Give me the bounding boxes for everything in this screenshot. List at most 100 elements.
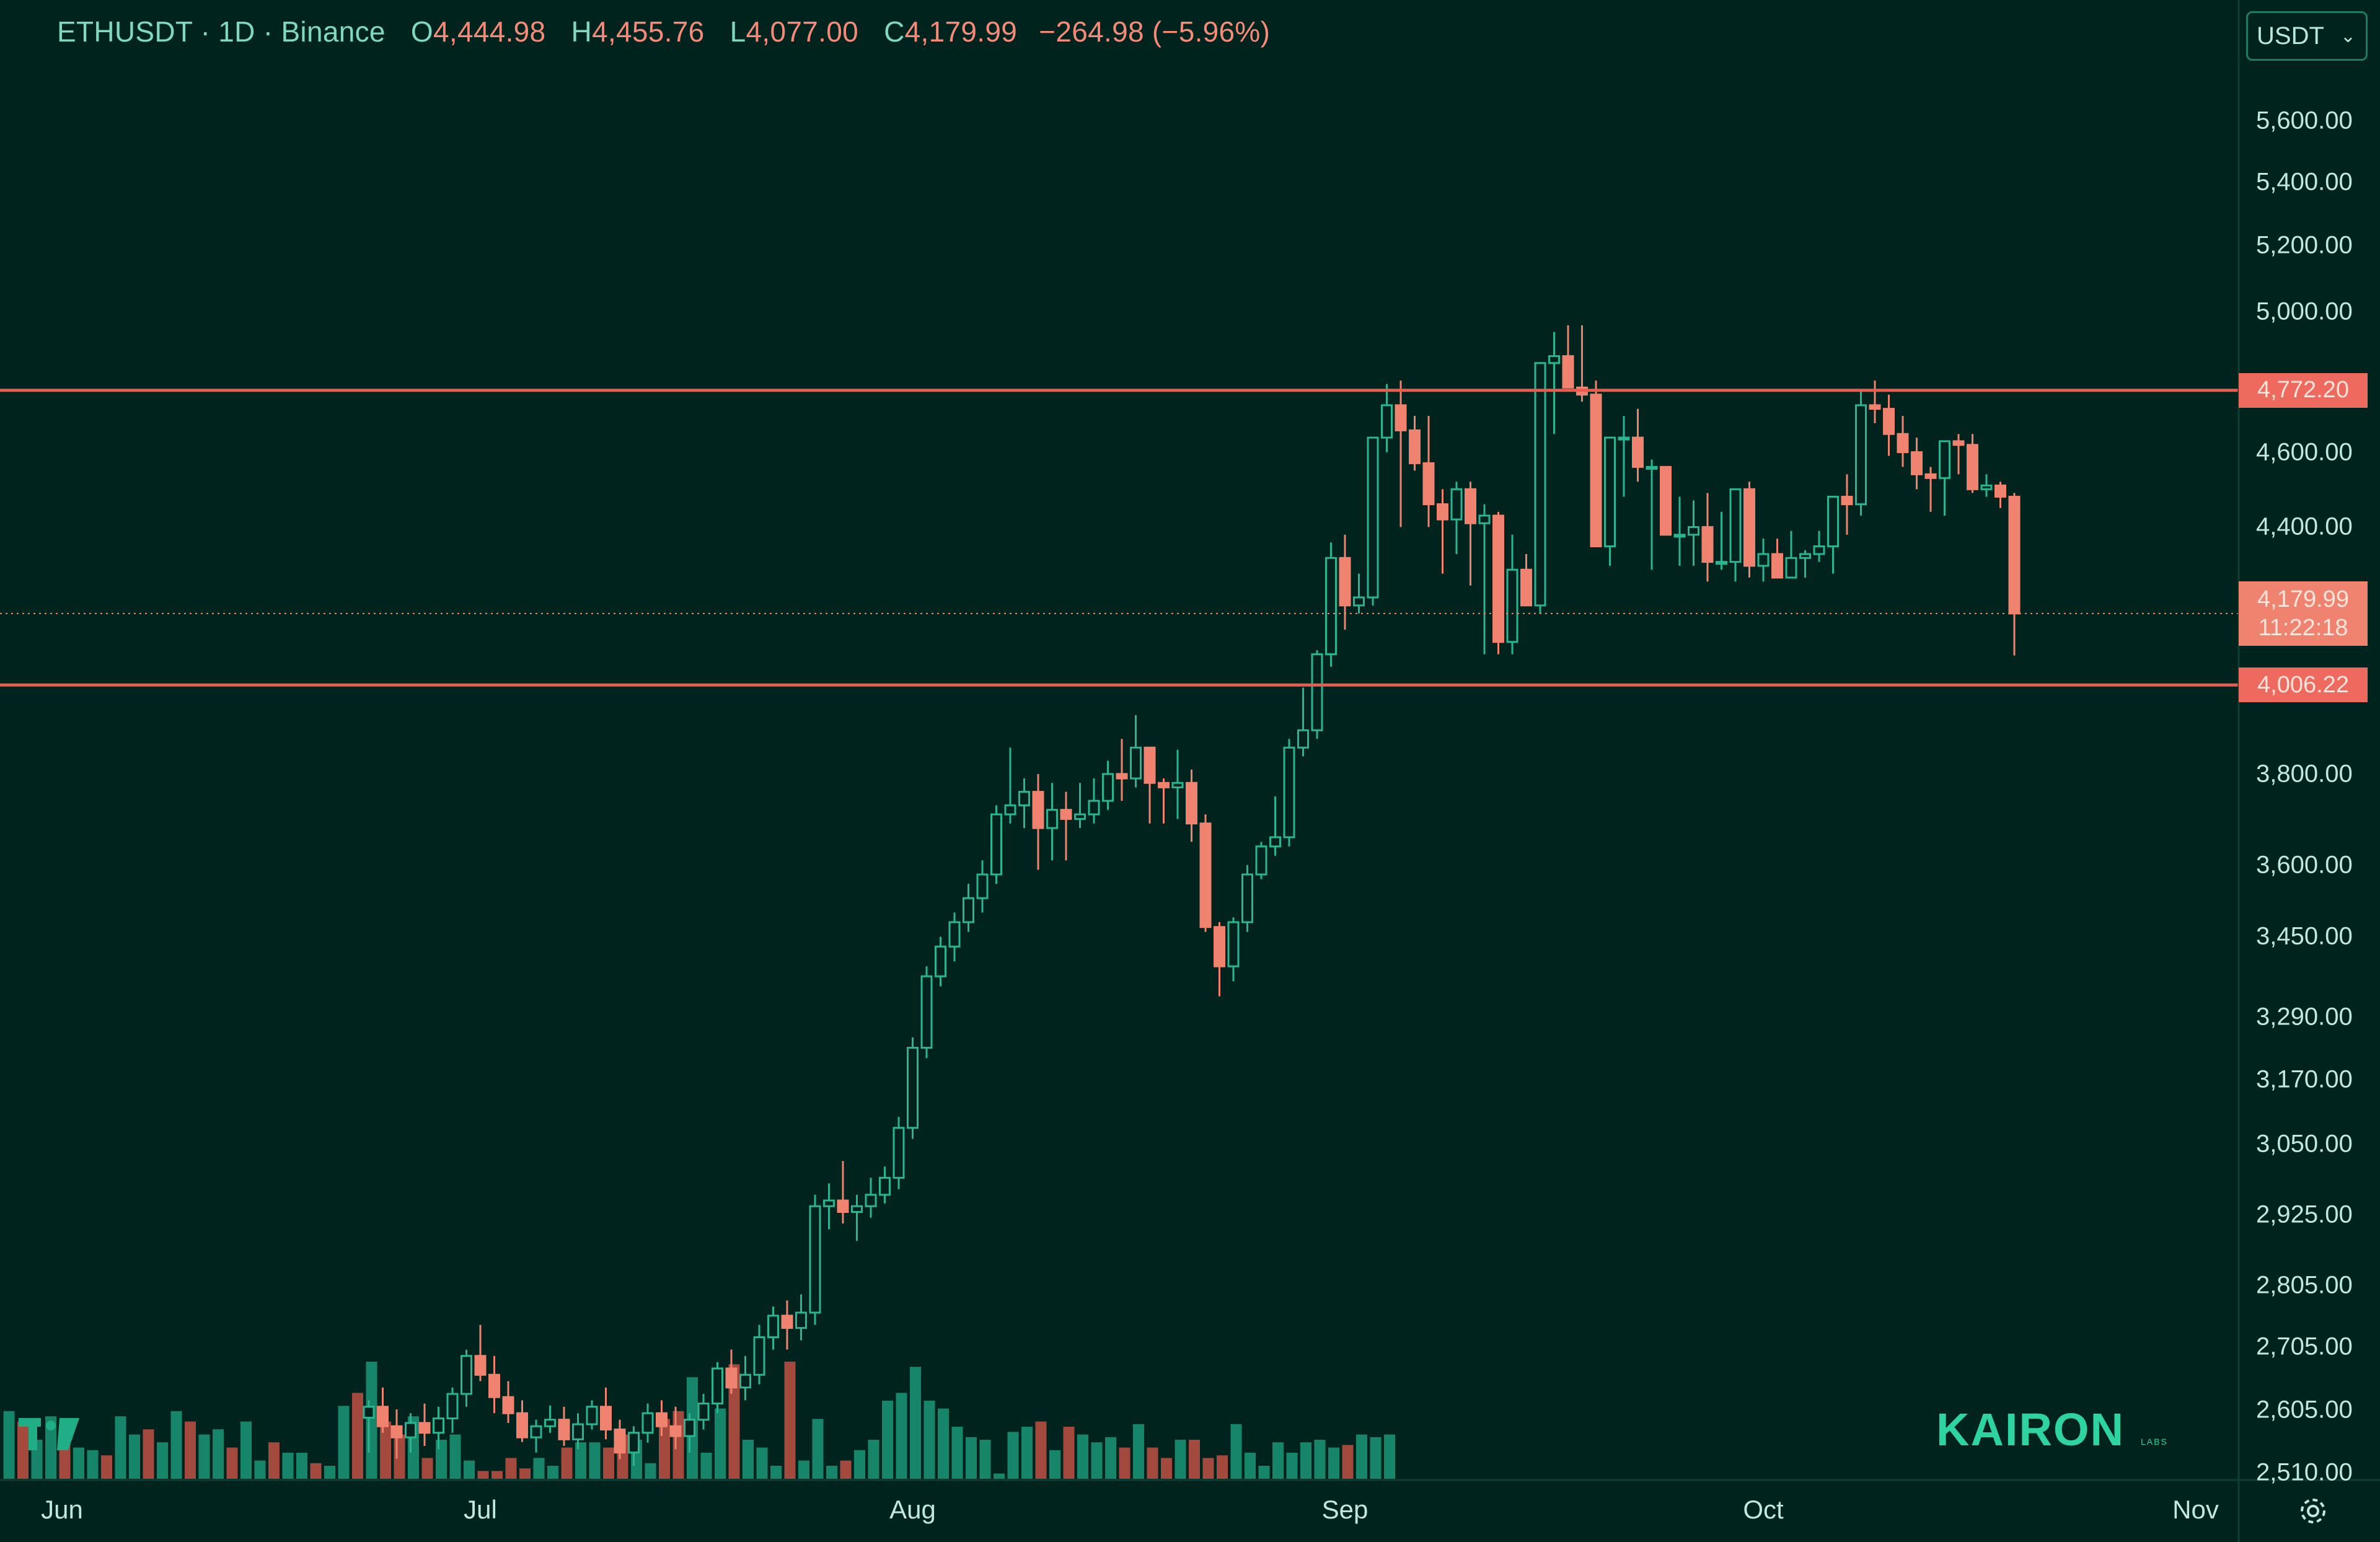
volume-bar: [352, 1393, 363, 1479]
volume-bar: [672, 1411, 684, 1479]
volume-bar: [17, 1421, 29, 1479]
candle-up: [1046, 809, 1058, 829]
candle-up: [935, 945, 946, 977]
time-tick-label: Sep: [1321, 1495, 1368, 1524]
candle-down: [474, 1355, 487, 1376]
volume-bar: [1245, 1453, 1256, 1479]
volume-bar: [951, 1427, 963, 1479]
candle-up: [1241, 873, 1253, 923]
candle-up: [1088, 800, 1100, 816]
horizontal-line-label: 4,006.22: [2239, 667, 2368, 703]
candle-up: [1004, 804, 1016, 816]
volume-bar: [533, 1458, 545, 1479]
tradingview-logo-icon[interactable]: [16, 1414, 90, 1454]
volume-bar: [743, 1440, 754, 1479]
candle-up: [363, 1406, 375, 1419]
candle-down: [1144, 746, 1156, 784]
candle-down: [1520, 568, 1532, 607]
volume-bar: [491, 1471, 503, 1479]
candle-up: [1074, 813, 1086, 820]
candle-up: [530, 1425, 542, 1438]
volume-bar: [185, 1421, 196, 1479]
volume-bar: [645, 1463, 656, 1479]
currency-select[interactable]: USDT ⌄: [2246, 11, 2368, 61]
volume-bar: [282, 1453, 294, 1479]
candle-up: [963, 897, 974, 923]
candle-down: [1562, 355, 1574, 389]
candle-down: [1994, 484, 2006, 498]
candle-down: [502, 1396, 514, 1414]
volume-bar: [756, 1447, 768, 1479]
candle-down: [390, 1425, 403, 1438]
candle-down: [1437, 503, 1448, 521]
symbol-name: ETHUSDT · 1D · Binance: [57, 15, 386, 48]
volume-bar: [868, 1440, 879, 1479]
candle-down: [1214, 926, 1225, 967]
countdown-timer: 11:22:18: [2258, 614, 2348, 641]
candle-up: [1353, 596, 1365, 607]
volume-bar: [1021, 1427, 1033, 1479]
volume-bar: [1328, 1447, 1339, 1479]
close-value: 4,179.99: [904, 15, 1018, 48]
settings-gear-icon[interactable]: [2296, 1494, 2330, 1528]
candle-up: [1367, 436, 1379, 599]
candle-up: [1506, 568, 1518, 643]
volume-bar: [1230, 1424, 1242, 1479]
candle-up: [1450, 488, 1463, 521]
price-tick-label: 5,200.00: [2256, 231, 2353, 259]
volume-bar: [1133, 1424, 1144, 1479]
candle-up: [1980, 484, 1993, 490]
open-value: 4,444.98: [433, 15, 546, 48]
volume-bar: [882, 1401, 893, 1479]
low-label: L: [729, 15, 746, 48]
price-tick-label: 3,600.00: [2256, 851, 2353, 879]
volume-bar: [1314, 1440, 1326, 1479]
volume-bar: [268, 1442, 280, 1479]
candle-down: [614, 1428, 626, 1454]
chevron-down-icon: ⌄: [2340, 25, 2356, 46]
volume-bar: [1342, 1445, 1354, 1479]
candle-up: [1130, 746, 1142, 780]
horizontal-lines: [0, 389, 2239, 687]
volume-bar: [3, 1411, 15, 1479]
candle-up: [795, 1311, 807, 1329]
candle-up: [572, 1423, 584, 1440]
volume-bar: [477, 1471, 489, 1479]
candle-down: [1339, 557, 1351, 607]
candle-up: [851, 1205, 863, 1213]
candle-down: [1952, 440, 1965, 446]
candle-up: [1646, 465, 1658, 470]
candle-up: [823, 1199, 835, 1207]
candle-up: [907, 1047, 919, 1129]
volume-bar: [1189, 1440, 1200, 1479]
volume-bar: [519, 1468, 531, 1479]
price-tick-label: 3,800.00: [2256, 760, 2353, 788]
low-value: 4,077.00: [746, 15, 858, 48]
volume-bar: [1063, 1427, 1075, 1479]
price-tick-label: 4,400.00: [2256, 513, 2353, 540]
candle-down: [1422, 462, 1435, 506]
price-tick-label: 5,600.00: [2256, 107, 2353, 134]
volume-bar: [561, 1447, 573, 1479]
candle-down: [1409, 429, 1421, 464]
price-tick-label: 3,290.00: [2256, 1003, 2353, 1031]
candle-up: [948, 921, 961, 948]
volume-bar: [1035, 1421, 1047, 1479]
volume-bar: [966, 1437, 977, 1479]
volume-bar: [449, 1434, 461, 1479]
high-label: H: [571, 15, 593, 48]
volume-bar: [1258, 1466, 1270, 1479]
candle-up: [753, 1336, 765, 1376]
price-tick-label: 5,400.00: [2256, 168, 2353, 196]
currency-value: USDT: [2257, 22, 2324, 50]
candle-up: [739, 1373, 751, 1389]
candle-up: [405, 1422, 416, 1438]
volume-bar: [798, 1460, 809, 1479]
candle-up: [1827, 495, 1839, 547]
candle-up: [1618, 436, 1630, 441]
volume-bar: [87, 1450, 99, 1479]
candle-down: [656, 1412, 668, 1427]
candle-up: [809, 1205, 821, 1314]
candle-up: [446, 1393, 459, 1420]
